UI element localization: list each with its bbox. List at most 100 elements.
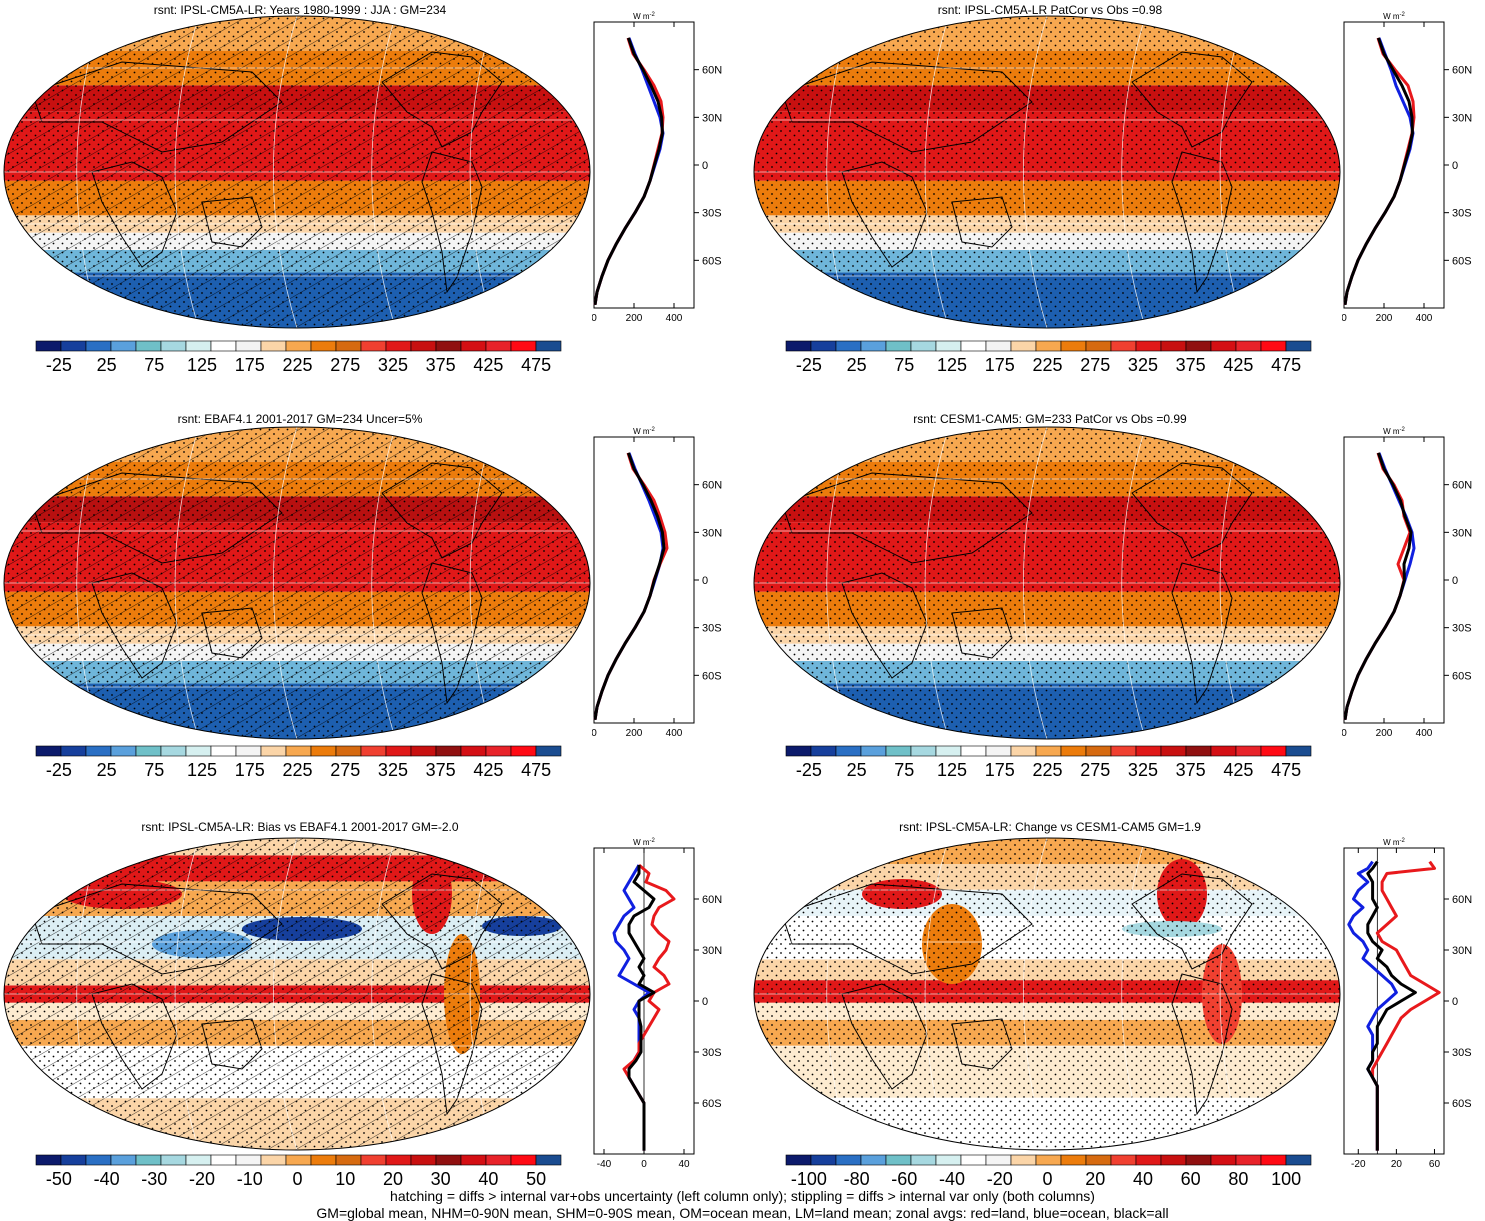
- colorbar-tick-label: 125: [937, 355, 968, 375]
- colorbar-swatch: [935, 340, 962, 352]
- colorbar-tick-label: 125: [937, 760, 968, 780]
- colorbar-swatch: [335, 1154, 362, 1166]
- colorbar-swatch: [1260, 745, 1287, 757]
- colorbar-swatch: [1035, 340, 1062, 352]
- colorbar-tick-label: 0: [1042, 1169, 1053, 1189]
- colorbar-swatch: [985, 745, 1012, 757]
- y-tick-label: 30N: [702, 112, 722, 124]
- y-tick-label: 0: [1452, 160, 1458, 172]
- colorbar-swatch: [360, 1154, 387, 1166]
- colorbar-swatch: [1085, 340, 1112, 352]
- world-map: [3, 426, 591, 740]
- y-tick-label: 30N: [1452, 112, 1472, 124]
- colorbar-labels: -25 25 75 125 175 225 275 325 375 425 475: [35, 760, 560, 784]
- x-tick-label: 400: [666, 728, 683, 739]
- graticule: [174, 16, 200, 328]
- colorbar-tick-label: 25: [846, 355, 867, 375]
- footer-line-1: hatching = diffs > internal var+obs unce…: [390, 1188, 1095, 1204]
- colorbar-swatch: [1185, 1154, 1212, 1166]
- colorbar-swatch: [1010, 340, 1037, 352]
- x-tick-label: 200: [1376, 313, 1393, 324]
- colorbar-swatch: [160, 340, 187, 352]
- colorbar: [785, 745, 1312, 757]
- colorbar-swatch: [1185, 745, 1212, 757]
- colorbar-swatch: [1260, 340, 1287, 352]
- colorbar-swatch: [935, 1154, 962, 1166]
- colorbar-swatch: [460, 745, 487, 757]
- colorbar-labels: -50 -40 -30 -20 -10 0 10 20 30 40 50: [35, 1169, 560, 1193]
- colorbar-swatch: [385, 745, 412, 757]
- colorbar-tick-label: 375: [1175, 760, 1206, 780]
- colorbar-swatch: [910, 340, 937, 352]
- x-tick-label: 200: [1376, 728, 1393, 739]
- colorbar-tick-label: 425: [1223, 355, 1254, 375]
- y-tick-label: 30S: [702, 208, 722, 220]
- colorbar-swatch: [260, 745, 287, 757]
- colorbar-tick-label: -40: [939, 1169, 966, 1189]
- colorbar-labels: -100 -80 -60 -40 -20 0 20 40 60 80 100: [785, 1169, 1310, 1193]
- colorbar-swatch: [35, 340, 62, 352]
- graticule: [1023, 427, 1048, 739]
- graticule: [469, 838, 495, 1150]
- colorbar-swatch: [485, 340, 512, 352]
- colorbar-tick-label: -25: [795, 760, 822, 780]
- colorbar-labels: -25 25 75 125 175 225 275 325 375 425 475: [785, 760, 1310, 784]
- colorbar-swatch: [85, 1154, 112, 1166]
- colorbar-swatch: [1135, 745, 1162, 757]
- colorbar-swatch: [85, 340, 112, 352]
- colorbar-swatch: [1010, 745, 1037, 757]
- panel-3: rsnt: EBAF4.1 2001-2017 GM=234 Uncer=5% -…: [0, 405, 735, 805]
- world-map: [753, 426, 1341, 740]
- colorbar-swatch: [435, 1154, 462, 1166]
- colorbar-tick-label: -20: [189, 1169, 216, 1189]
- y-tick-label: 30S: [702, 623, 722, 635]
- colorbar-tick-label: 225: [282, 355, 313, 375]
- colorbar-swatch: [385, 1154, 412, 1166]
- x-tick-label: 20: [1391, 1159, 1403, 1170]
- colorbar-swatch: [1010, 1154, 1037, 1166]
- colorbar-swatch: [60, 745, 87, 757]
- colorbar-swatch: [60, 1154, 87, 1166]
- colorbar-tick-label: 10: [335, 1169, 356, 1189]
- colorbar-tick-label: -50: [45, 1169, 72, 1189]
- panel-1: rsnt: IPSL-CM5A-LR: Years 1980-1999 : JJ…: [0, 0, 735, 400]
- colorbar-swatch: [360, 745, 387, 757]
- y-tick-label: 0: [1452, 996, 1458, 1008]
- panel-title: rsnt: CESM1-CAM5: GM=233 PatCor vs Obs =…: [913, 412, 1187, 426]
- colorbar-swatch: [410, 1154, 437, 1166]
- colorbar-tick-label: 275: [330, 355, 361, 375]
- zonal-frame: [1343, 847, 1445, 1155]
- y-tick-label: 60N: [1452, 480, 1472, 492]
- colorbar-tick-label: 25: [96, 760, 117, 780]
- colorbar-swatch: [410, 340, 437, 352]
- colorbar-swatch: [60, 340, 87, 352]
- colorbar-swatch: [1035, 1154, 1062, 1166]
- y-tick-label: 0: [702, 575, 708, 587]
- zonal-frame: [593, 21, 695, 309]
- colorbar-tick-label: 475: [1271, 355, 1302, 375]
- colorbar-swatch: [1135, 340, 1162, 352]
- colorbar-labels: -25 25 75 125 175 225 275 325 375 425 475: [785, 355, 1310, 379]
- x-tick-label: -20: [1351, 1159, 1366, 1170]
- graticule: [1219, 427, 1245, 739]
- colorbar-swatch: [1110, 340, 1137, 352]
- y-tick-label: 60S: [1452, 1098, 1472, 1110]
- colorbar-swatch: [1160, 340, 1187, 352]
- footer-line-2: GM=global mean, NHM=0-90N mean, SHM=0-90…: [316, 1205, 1169, 1221]
- y-tick-label: 30S: [1452, 208, 1472, 220]
- colorbar-tick-label: 275: [330, 760, 361, 780]
- colorbar-tick-label: 175: [984, 760, 1015, 780]
- colorbar-swatch: [210, 340, 237, 352]
- zonal-mean-plot: W m-2 0 200 400 60N 30N 0 30S 60S: [1342, 427, 1472, 739]
- colorbar-tick-label: 475: [1271, 760, 1302, 780]
- zonal-frame: [593, 436, 695, 724]
- graticule: [924, 427, 950, 739]
- colorbar-swatch: [1110, 1154, 1137, 1166]
- graticule: [469, 16, 495, 328]
- panel-2: rsnt: IPSL-CM5A-LR PatCor vs Obs =0.98 -2…: [750, 0, 1485, 400]
- colorbar-swatch: [260, 1154, 287, 1166]
- panel-4: rsnt: CESM1-CAM5: GM=233 PatCor vs Obs =…: [750, 405, 1485, 805]
- colorbar-swatch: [885, 745, 912, 757]
- zonal-unit-label: W m-2: [1383, 427, 1405, 436]
- x-tick-label: 60: [1429, 1159, 1441, 1170]
